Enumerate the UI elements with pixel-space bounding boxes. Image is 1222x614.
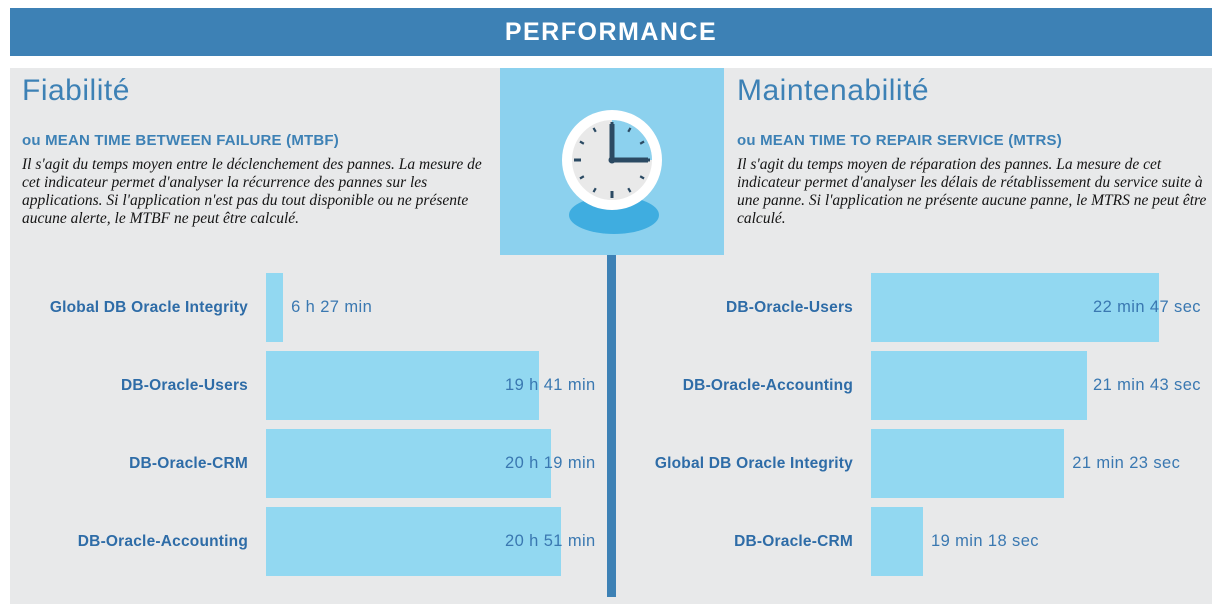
clock-tile <box>500 68 724 255</box>
bar-value-label: 21 min 23 sec <box>1072 454 1181 472</box>
bar-area: 19 h 41 min <box>266 351 596 420</box>
maintenabilite-description: Il s'agit du temps moyen de réparation d… <box>737 156 1207 228</box>
bar <box>871 273 1160 342</box>
bar <box>266 273 284 342</box>
bar-category-label: DB-Oracle-Users <box>725 298 853 316</box>
bar-value-label: 6 h 27 min <box>291 298 373 316</box>
chart-row: Global DB Oracle Integrity 6 h 27 min <box>20 273 596 342</box>
chart-row: DB-Oracle-CRM 20 h 19 min <box>20 429 596 498</box>
bar-category-label: Global DB Oracle Integrity <box>49 298 248 316</box>
bar-category-label: DB-Oracle-CRM <box>734 532 853 550</box>
bar-area: 21 min 43 sec <box>871 351 1201 420</box>
bar <box>266 507 562 576</box>
bar-area: 21 min 23 sec <box>871 429 1201 498</box>
chart-row: DB-Oracle-Accounting 20 h 51 min <box>20 507 596 576</box>
bar-value-label: 19 h 41 min <box>505 376 596 394</box>
bar-value-label: 20 h 19 min <box>505 454 596 472</box>
mtrs-bar-chart: DB-Oracle-Users 22 min 47 sec DB-Oracle-Ac… <box>625 273 1201 576</box>
bar-category-label: DB-Oracle-Accounting <box>77 532 248 550</box>
mtbf-bar-chart: Global DB Oracle Integrity 6 h 27 min DB-O… <box>20 273 596 576</box>
bar-value-label: 20 h 51 min <box>505 532 596 550</box>
bar-value-label: 22 min 47 sec <box>1093 298 1201 316</box>
bar <box>871 507 923 576</box>
chart-row: DB-Oracle-Accounting 21 min 43 sec <box>625 351 1201 420</box>
bar-category-label: DB-Oracle-CRM <box>129 454 248 472</box>
fiabilite-description: Il s'agit du temps moyen entre le déclen… <box>22 156 482 228</box>
fiabilite-subtitle: ou MEAN TIME BETWEEN FAILURE (MTBF) <box>22 132 339 149</box>
bar-value-label: 19 min 18 sec <box>931 532 1039 550</box>
section-divider <box>607 255 616 597</box>
bar-category-label: DB-Oracle-Users <box>120 376 248 394</box>
maintenabilite-title: Maintenabilité <box>737 74 930 107</box>
chart-row: Global DB Oracle Integrity 21 min 23 sec <box>625 429 1201 498</box>
bar-area: 19 min 18 sec <box>871 507 1201 576</box>
bar <box>871 351 1087 420</box>
maintenabilite-subtitle: ou MEAN TIME TO REPAIR SERVICE (MTRS) <box>737 132 1062 149</box>
chart-row: DB-Oracle-Users 19 h 41 min <box>20 351 596 420</box>
bar-area: 20 h 51 min <box>266 507 596 576</box>
bar <box>266 351 539 420</box>
fiabilite-section: Fiabilité ou MEAN TIME BETWEEN FAILURE (… <box>22 74 500 229</box>
bar-area: 22 min 47 sec <box>871 273 1201 342</box>
bar <box>871 429 1065 498</box>
bar-category-label: DB-Oracle-Accounting <box>682 376 853 394</box>
bar <box>266 429 551 498</box>
chart-row: DB-Oracle-Users 22 min 47 sec <box>625 273 1201 342</box>
clock-icon <box>562 110 662 234</box>
page-header: PERFORMANCE <box>10 8 1212 56</box>
bar-area: 6 h 27 min <box>266 273 596 342</box>
bar-value-label: 21 min 43 sec <box>1093 376 1201 394</box>
page-title: PERFORMANCE <box>504 17 718 46</box>
bar-area: 20 h 19 min <box>266 429 596 498</box>
maintenabilite-section: Maintenabilité ou MEAN TIME TO REPAIR SE… <box>737 74 1209 229</box>
bar-category-label: Global DB Oracle Integrity <box>654 454 853 472</box>
chart-row: DB-Oracle-CRM 19 min 18 sec <box>625 507 1201 576</box>
fiabilite-title: Fiabilité <box>22 74 130 107</box>
